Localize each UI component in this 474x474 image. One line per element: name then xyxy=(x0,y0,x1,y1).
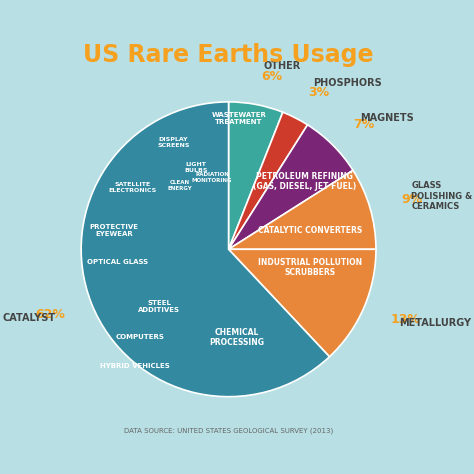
Text: SATELLITE
ELECTRONICS: SATELLITE ELECTRONICS xyxy=(108,182,156,193)
Wedge shape xyxy=(228,170,376,249)
Text: CHEMICAL
PROCESSING: CHEMICAL PROCESSING xyxy=(209,328,264,347)
Text: MAGNETS: MAGNETS xyxy=(360,112,414,123)
Text: US Rare Earths Usage: US Rare Earths Usage xyxy=(83,43,374,66)
Text: OPTICAL GLASS: OPTICAL GLASS xyxy=(88,258,148,264)
Text: METALLURGY: METALLURGY xyxy=(400,318,472,328)
Text: 3%: 3% xyxy=(309,86,329,99)
Text: PROTECTIVE
EYEWEAR: PROTECTIVE EYEWEAR xyxy=(90,224,138,237)
Text: 6%: 6% xyxy=(262,70,283,83)
Wedge shape xyxy=(81,102,329,397)
Text: 13%: 13% xyxy=(390,313,420,326)
Wedge shape xyxy=(228,125,353,249)
Text: DISPLAY
SCREENS: DISPLAY SCREENS xyxy=(157,137,190,148)
Text: DATA SOURCE: UNITED STATES GEOLOGICAL SURVEY (2013): DATA SOURCE: UNITED STATES GEOLOGICAL SU… xyxy=(124,427,333,434)
Text: OTHER: OTHER xyxy=(264,61,301,71)
Text: INDUSTRIAL POLLUTION
SCRUBBERS: INDUSTRIAL POLLUTION SCRUBBERS xyxy=(258,258,363,277)
Text: HYBRID VEHICLES: HYBRID VEHICLES xyxy=(100,363,169,369)
Text: STEEL
ADDITIVES: STEEL ADDITIVES xyxy=(138,300,180,313)
Wedge shape xyxy=(228,102,283,249)
Text: PETROLEUM REFINING
(GAS, DIESEL, JET FUEL): PETROLEUM REFINING (GAS, DIESEL, JET FUE… xyxy=(253,172,356,191)
Text: WASTEWATER
TREATMENT: WASTEWATER TREATMENT xyxy=(211,112,266,125)
Text: GLASS
POLISHING &
CERAMICS: GLASS POLISHING & CERAMICS xyxy=(411,181,473,211)
Text: CLEAN
ENERGY: CLEAN ENERGY xyxy=(167,181,192,191)
Text: RADIATION
MONITORING: RADIATION MONITORING xyxy=(192,172,232,183)
Text: PHOSPHORS: PHOSPHORS xyxy=(313,78,382,88)
Text: LIGHT
BULBS: LIGHT BULBS xyxy=(184,162,208,173)
Text: 9%: 9% xyxy=(401,192,423,206)
Text: 7%: 7% xyxy=(353,118,374,131)
Wedge shape xyxy=(228,249,376,357)
Wedge shape xyxy=(228,112,308,249)
Text: COMPUTERS: COMPUTERS xyxy=(116,334,165,340)
Text: CATALYST: CATALYST xyxy=(2,313,55,323)
Text: 62%: 62% xyxy=(35,308,65,320)
Text: CATALYTIC CONVERTERS: CATALYTIC CONVERTERS xyxy=(258,227,363,236)
